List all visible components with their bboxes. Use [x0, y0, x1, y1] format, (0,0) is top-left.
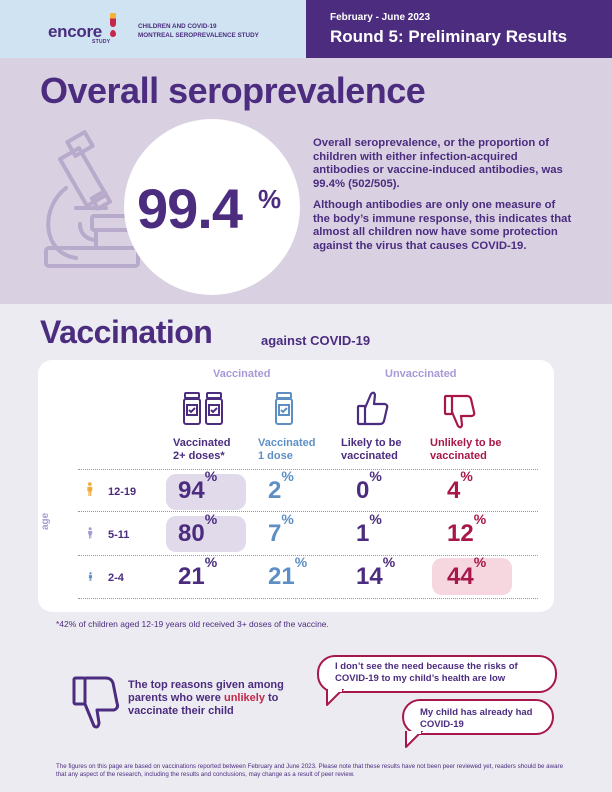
table-cell-value: 1%: [356, 511, 382, 547]
row-divider: [78, 555, 538, 556]
seroprevalence-title: Overall seroprevalence: [40, 70, 426, 111]
table-cell-value: 0%: [356, 468, 382, 504]
logo-subtitle: STUDY: [92, 39, 111, 45]
thumbs-down-icon: [72, 676, 120, 729]
cell-highlight: [166, 474, 246, 510]
row-divider: [78, 598, 538, 599]
reason-bubble-1: I don’t see the need because the risks o…: [317, 655, 557, 693]
table-cell-value: 12%: [447, 511, 487, 547]
group-label-unvaccinated: Unvaccinated: [385, 368, 457, 380]
thumbs-down-icon: [443, 394, 476, 429]
footnote: *42% of children aged 12-19 years old re…: [56, 619, 329, 629]
table-cell-value: 14%: [356, 554, 396, 590]
vial-icon: [275, 392, 293, 425]
seroprevalence-paragraph-1: Overall seroprevalence, or the proportio…: [313, 137, 563, 190]
table-cell-value: 44%: [447, 554, 487, 590]
bubble-tail: [405, 731, 423, 748]
seroprevalence-paragraph-2: Although antibodies are only one measure…: [313, 199, 572, 252]
study-name-line2: MONTREAL SEROPREVALENCE STUDY: [138, 31, 259, 39]
table-cell-value: 7%: [268, 511, 294, 547]
group-label-vaccinated: Vaccinated: [213, 368, 271, 380]
study-name-line1: CHILDREN AND COVID-19: [138, 23, 217, 30]
age-group-label: 5-11: [108, 529, 130, 541]
header-right-panel: [306, 0, 612, 58]
age-group-label: 2-4: [108, 572, 124, 584]
table-cell-value: 21%: [178, 554, 218, 590]
cell-highlight: [166, 516, 246, 552]
table-cell-value: 21%: [268, 554, 308, 590]
person-icon: [88, 572, 93, 581]
disclaimer: The figures on this page are based on va…: [56, 763, 564, 778]
age-group-label: 12-19: [108, 486, 137, 498]
cell-highlight: [432, 558, 512, 595]
column-header-vaccinated-1-dose: Vaccinated 1 dose: [258, 437, 316, 462]
column-header-unlikely: Unlikely to be vaccinated: [430, 437, 502, 462]
age-axis-label: age: [40, 512, 51, 530]
logo: encore: [48, 22, 102, 41]
seroprevalence-unit: %: [258, 184, 282, 214]
vaccination-title: Vaccination: [40, 314, 213, 350]
table-cell-value: 2%: [268, 468, 294, 504]
bubble-tail: [326, 689, 344, 706]
microscope-icon: [44, 130, 140, 268]
thumbs-up-icon: [356, 391, 389, 426]
round-title: Round 5: Preliminary Results: [330, 27, 568, 46]
person-icon: [88, 527, 93, 539]
column-header-vaccinated-2-doses: Vaccinated 2+ doses*: [173, 437, 231, 462]
header-left-panel: [0, 0, 306, 58]
reasons-intro: The top reasons given among parents who …: [128, 679, 284, 717]
table-cell-value: 4%: [447, 468, 473, 504]
blood-drop-icon: [110, 30, 116, 37]
table-cell-value: 80%: [178, 511, 218, 547]
reasons-highlight: unlikely: [223, 692, 265, 704]
vaccination-subtitle: against COVID-19: [261, 333, 371, 348]
seroprevalence-value: 99.4: [137, 177, 243, 240]
study-name: CHILDREN AND COVID-19 MONTREAL SEROPREVA…: [138, 23, 298, 40]
vial-icon: [110, 13, 116, 27]
date-range: February - June 2023: [330, 12, 431, 23]
two-vials-icon: [183, 392, 223, 425]
person-icon: [87, 482, 93, 496]
highlight-circle: [124, 119, 300, 295]
row-divider: [78, 469, 538, 470]
row-divider: [78, 511, 538, 512]
reason-bubble-2: My child has already had COVID-19: [402, 699, 554, 735]
seroprevalence-section: [0, 58, 612, 304]
column-header-likely: Likely to be vaccinated: [341, 437, 402, 462]
table-cell-value: 94%: [178, 468, 218, 504]
